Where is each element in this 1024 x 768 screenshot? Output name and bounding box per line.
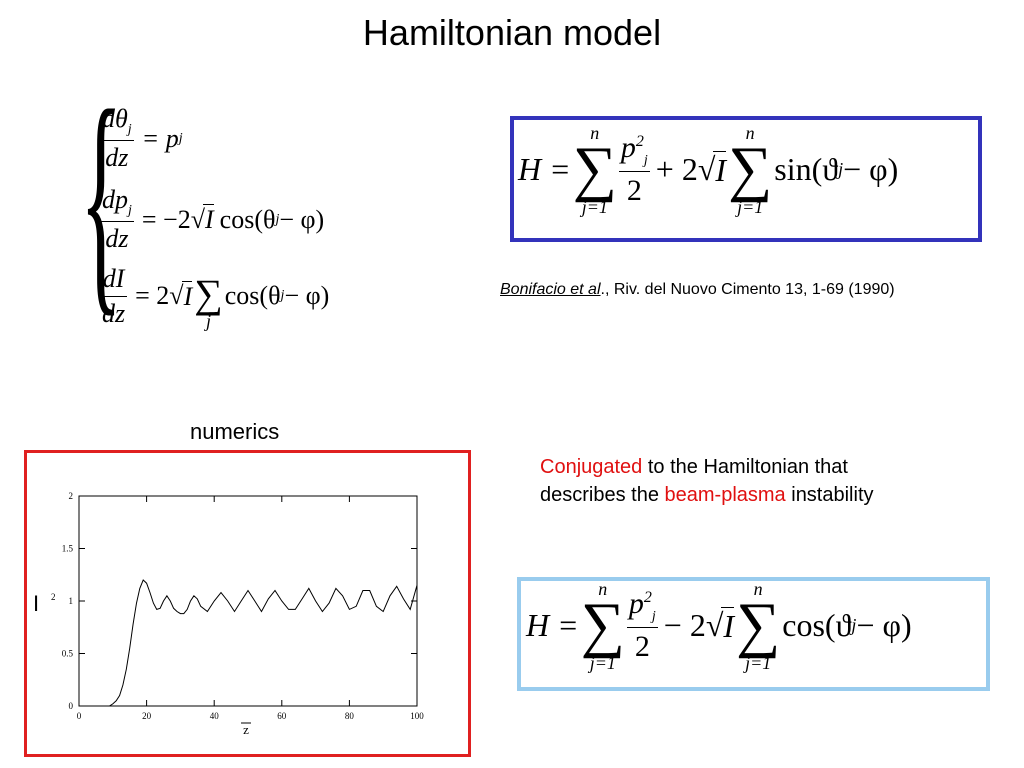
ham-top-sum-bottom: j=1 [581,196,608,217]
ham-bot-sum2-top: n [753,579,763,599]
ham-bot-sum2-bottom: j=1 [745,652,772,673]
eq2-fn-sub: j [275,211,280,227]
eq3-sum-sub: j [206,311,212,331]
x-tick-label: 0 [77,711,82,721]
eq2-rhs-pre: = −2 [141,204,191,234]
eq3-fn: cos(θ [224,281,281,310]
numerics-label: numerics [190,419,280,444]
equation-dI: dI dz = 2 √ I ∑ j cos(θ j − φ) [100,263,330,331]
ham-top-post: − φ) [843,151,899,188]
x-tick-label: 40 [210,711,220,721]
ham-top-sum2-bottom: j=1 [737,196,764,217]
x-tick-label: 20 [142,711,152,721]
ham-top-mid: + 2 [655,151,698,188]
eq3-den: dz [102,298,126,328]
series-line [79,579,418,707]
eq2-num-sub: j [128,203,132,219]
desc-conjugated: Conjugated [540,456,643,478]
y-tick-label: 0 [69,701,74,711]
eq3-num: dI [100,264,128,297]
ham-top-fn: sin(ϑ [774,151,839,188]
eq1-rhs-sub: j [178,130,183,146]
y-tick-label: 1.5 [62,544,74,554]
eq1-num-sub: j [127,122,132,138]
ham-top-sum-top: n [590,123,600,143]
ham-bot-sum-top: n [598,579,608,599]
ham-top-sum2-top: n [745,123,755,143]
eq2-num: dp [102,185,128,214]
y-axis-label-superscript: 2 [51,592,56,602]
left-brace: { [80,60,122,337]
desc-beam-plasma: beam-plasma [664,484,786,506]
slide-title: Hamiltonian model [362,12,662,53]
x-axis-label: z [243,722,249,737]
ham-bot-post: − φ) [856,607,912,644]
description-text: Conjugated to the Hamiltonian that descr… [540,453,874,509]
ham-top-den: 2 [626,174,642,208]
ham-top-p-sup: 2 [635,133,644,151]
eq2-post: − φ) [279,204,325,234]
hamiltonian-box-top [510,116,982,242]
eq1-num: dθ [102,104,128,133]
x-tick-label: 80 [345,711,355,721]
eq2-den: dz [105,224,129,254]
y-tick-label: 1 [69,596,74,606]
eq3-fn-sub: j [280,288,285,303]
ham-top-sqrt: I [713,150,727,188]
ham-bot-sum-bottom: j=1 [589,652,616,673]
ham-top-p-sub: j [643,153,648,169]
ham-top-fn-sub: j [838,159,844,180]
eq3-sqrt: I [181,280,193,311]
eq1-rhs: = p [141,123,179,153]
x-tick-label: 100 [410,711,424,721]
plot-frame [78,495,418,707]
ham-top-p: p [620,131,636,165]
ham-bot-p-sub: j [651,609,656,625]
y-axis-label: I [33,591,39,616]
numerics-plot-frame [24,450,471,757]
equation-dp: dpj dz = −2 √ I cos(θ j − φ) [100,185,325,254]
eq2-sqrt: I [203,204,214,235]
reference-rest: ., Riv. del Nuovo Cimento 13, 1-69 (1990… [600,281,895,298]
numerics-plot: 0 20 40 60 80 100 0 0.5 1 1.5 2 z I 2 [33,491,424,737]
hamiltonian-top: H = n ∑ j=1 p2j 2 + 2 √ I n ∑ j=1 sin(ϑ j − φ) [518,123,899,217]
ham-bot-fn-sub: j [851,615,857,636]
y-tick-label: 2 [69,491,74,501]
x-tick-label: 60 [277,711,287,721]
eq3-post: − φ) [284,281,330,310]
eq1-den: dz [105,143,129,173]
hamiltonian-box-bottom [517,577,990,691]
ham-top-H: H = [518,151,571,188]
desc-part1: to the Hamiltonian that [642,456,848,478]
hamiltonian-bottom: H = n ∑ j=1 p2j 2 − 2 √ I n ∑ j=1 cos(ϑ j − φ) [526,579,912,673]
ham-bot-den: 2 [634,630,650,664]
ham-bot-H: H = [526,607,579,644]
reference-authors[interactable]: Bonifacio et al [500,281,601,298]
reference-citation: Bonifacio et al., Riv. del Nuovo Cimento… [500,281,895,299]
ham-bot-sqrt: I [721,606,735,644]
desc-part3: instability [785,484,874,506]
ham-bot-p-sup: 2 [643,589,652,607]
ham-bot-p: p [628,587,644,621]
y-tick-label: 0.5 [62,649,74,659]
ham-bot-mid: − 2 [663,607,706,644]
eq3-rhs-pre: = 2 [135,281,170,310]
ham-bot-fn: cos(ϑ [782,607,852,644]
desc-part2: describes the [540,484,665,506]
eq2-fn: cos(θ [219,204,276,234]
